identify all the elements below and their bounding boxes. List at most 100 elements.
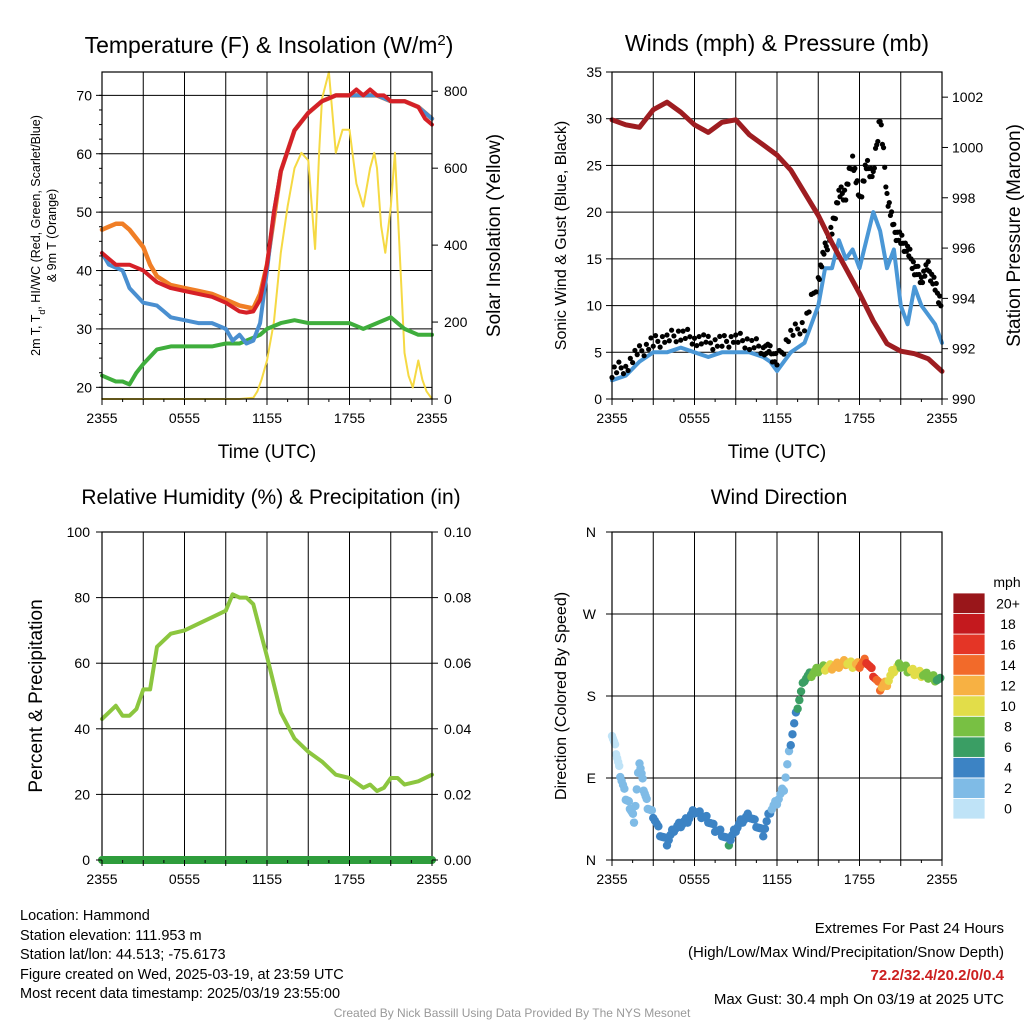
gust-point (682, 335, 688, 342)
gust-point (907, 246, 913, 252)
gust-point (691, 335, 698, 341)
y-tick-label: 30 (586, 111, 602, 127)
gust-point (712, 337, 718, 343)
direction-point (750, 815, 759, 824)
y-tick-label: 25 (586, 157, 602, 173)
title-text-end: ) (446, 32, 454, 58)
latlon-text: Station lat/lon: 44.513; -75.6173 (20, 947, 226, 963)
x-tick-label: 2355 (926, 410, 957, 426)
gust-point (795, 326, 801, 332)
y-tick-label: 60 (76, 146, 92, 162)
gust-point (675, 328, 682, 334)
y-tick-label: 20 (74, 786, 90, 802)
gust-point (680, 328, 686, 334)
gust-point (685, 326, 691, 332)
credit-footer: Created By Nick Bassill Using Data Provi… (333, 1006, 691, 1020)
x-tick-label: 1755 (844, 871, 875, 887)
sonic-wind-line (610, 210, 944, 383)
y2-tick-label: 0.02 (444, 786, 471, 802)
gust-point (824, 247, 831, 253)
extremes-block: Extremes For Past 24 Hours (High/Low/Max… (688, 917, 1004, 1011)
y-tick-label: S (587, 688, 596, 704)
extremes-legend: (High/Low/Max Wind/Precipitation/Snow De… (688, 943, 1004, 961)
gust-point (678, 337, 684, 343)
gust-point (641, 353, 647, 359)
y-tick-label: 15 (586, 251, 602, 267)
gust-point (744, 336, 750, 342)
gust-point (627, 355, 633, 361)
gust-point (835, 200, 841, 206)
gust-point (673, 339, 679, 345)
x-tick-label: 1155 (252, 410, 282, 426)
gust-point (850, 153, 856, 159)
gust-point (861, 178, 867, 184)
gust-point (726, 344, 732, 350)
gust-point (937, 293, 943, 299)
colorbar-swatch (952, 633, 986, 656)
gust-point (938, 303, 944, 309)
gust-point (785, 338, 792, 345)
gust-point (801, 328, 808, 334)
gust-point (613, 370, 620, 376)
gust-point (719, 343, 725, 349)
colorbar-swatch (952, 798, 986, 820)
direction-point (628, 809, 638, 818)
y2-tick-label: 200 (444, 314, 468, 330)
gust-point (792, 321, 798, 327)
y-tick-label: E (587, 770, 596, 786)
y2-tick-label: 800 (444, 83, 468, 99)
title-superscript: 2 (437, 32, 445, 49)
insolation-ylabel: Solar Insolation (Yellow) (484, 134, 505, 337)
ylabel-part: 2m T, T (29, 314, 43, 356)
colorbar-label: 18 (1000, 616, 1016, 632)
recent-timestamp-text: Most recent data timestamp: 2025/03/19 2… (20, 986, 341, 1002)
gust-point (652, 333, 659, 339)
humidity-title: Relative Humidity (%) & Precipitation (i… (81, 486, 460, 509)
gust-point (696, 333, 702, 340)
gust-point (657, 344, 663, 350)
direction-point (789, 719, 799, 728)
colorbar-label: 6 (1004, 739, 1012, 755)
y-tick-label: 20 (586, 204, 602, 220)
gust-point (899, 232, 905, 238)
direction-point (783, 760, 792, 769)
gust-point (717, 333, 723, 340)
colorbar-label: 16 (1000, 636, 1016, 652)
gust-point (790, 332, 796, 338)
winds-ylabel: Sonic Wind & Gust (Blue, Black) (553, 121, 570, 350)
gust-point (632, 347, 638, 354)
direction-ylabel: Direction (Colored By Speed) (553, 592, 570, 800)
gust-point (742, 345, 748, 351)
gust-point (623, 363, 629, 369)
gust-point (888, 209, 895, 215)
gust-point (774, 362, 780, 368)
gust-point (919, 279, 926, 286)
direction-point (760, 824, 770, 833)
gust-point (730, 339, 737, 345)
direction-point (795, 695, 804, 705)
gust-point (915, 263, 921, 269)
y-tick-label: N (586, 852, 596, 868)
gust-point (884, 190, 890, 197)
gust-point (625, 367, 631, 374)
gust-point (723, 338, 730, 344)
x-tick-label: 2355 (596, 410, 627, 426)
max-gust-text: Max Gust: 30.4 mph On 03/19 at 2025 UTC (713, 990, 1004, 1008)
temperature-xlabel: Time (UTC) (218, 442, 317, 463)
x-tick-label: 2355 (86, 410, 117, 426)
gust-point (643, 341, 649, 347)
gust-point (648, 335, 654, 341)
colorbar-swatch (952, 592, 986, 614)
colorbar-label: 10 (1000, 698, 1016, 714)
gust-point (864, 157, 871, 164)
gust-point (728, 333, 734, 340)
y2-tick-label: 0.10 (444, 524, 471, 540)
gust-point (733, 332, 739, 338)
direction-point (647, 806, 657, 815)
gust-point (634, 352, 640, 358)
gust-point (925, 259, 931, 265)
gust-point (714, 343, 721, 349)
y-tick-label: 0 (594, 391, 602, 407)
direction-point (654, 822, 663, 831)
gust-point (701, 332, 707, 338)
